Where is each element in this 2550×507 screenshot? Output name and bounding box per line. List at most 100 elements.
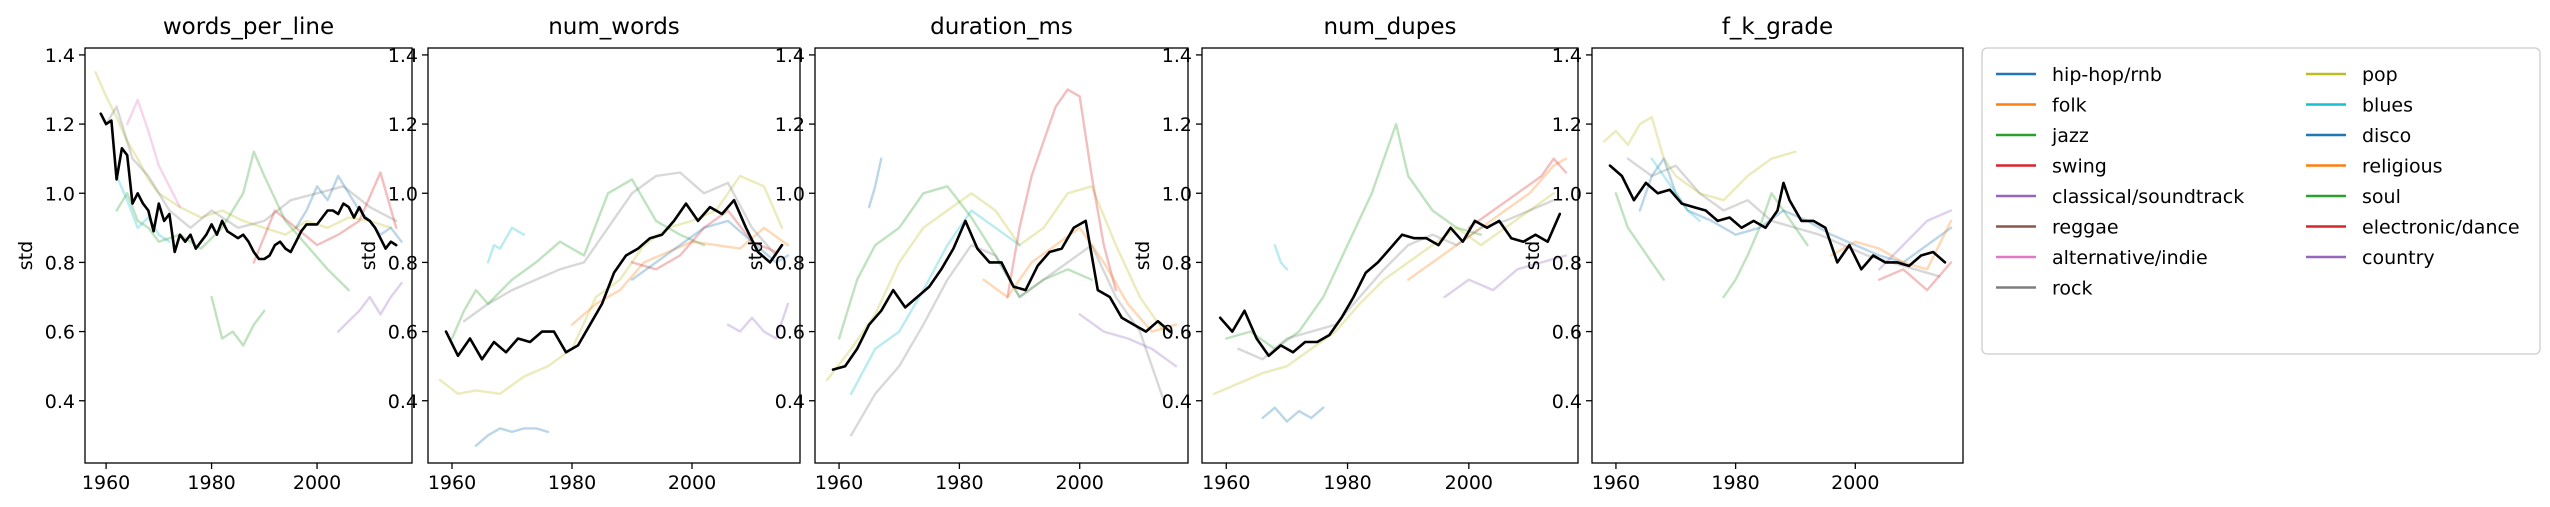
x-tick-label: 1980: [1323, 472, 1371, 494]
series-line: [825, 185, 1166, 382]
y-tick-label: 1.2: [1552, 114, 1582, 136]
y-axis-label: std: [358, 241, 380, 270]
series-line: [104, 105, 398, 229]
legend-box: [1981, 47, 2541, 355]
legend-item: hip-hop/rnb: [1996, 64, 2162, 86]
x-tick-label: 1960: [82, 472, 130, 494]
legend-label: reggae: [2052, 217, 2119, 239]
series-line: [837, 185, 1093, 340]
series-line: [1407, 157, 1568, 281]
legend-item: swing: [1996, 156, 2107, 178]
y-tick-label: 0.4: [1162, 391, 1192, 413]
series-line: [1830, 219, 1953, 271]
series-line: [126, 98, 182, 209]
legend-label: alternative/indie: [2052, 247, 2208, 269]
series-line: [867, 157, 883, 209]
chart-title: duration_ms: [930, 14, 1073, 40]
y-tick-label: 1.0: [388, 183, 418, 205]
y-tick-label: 0.8: [388, 252, 418, 274]
series-line: [1608, 164, 1947, 271]
y-tick-label: 0.4: [388, 391, 418, 413]
legend-label: swing: [2052, 156, 2107, 178]
legend-item: soul: [2306, 186, 2401, 208]
legend-label: classical/soundtrack: [2052, 186, 2244, 208]
y-tick-label: 0.4: [45, 391, 75, 413]
y-tick-label: 1.2: [1162, 114, 1192, 136]
x-tick-label: 2000: [1831, 472, 1879, 494]
legend-item: electronic/dance: [2306, 217, 2520, 239]
y-tick-label: 0.6: [1552, 322, 1582, 344]
series-line: [444, 198, 784, 361]
x-tick-label: 1960: [1592, 472, 1640, 494]
chart-panel-5: 1960 1980 2000 0.4 0.6 0.8 1.0 1.2 1.4 f_k_grades…: [1522, 14, 1964, 494]
x-tick-label: 1980: [187, 472, 235, 494]
y-tick-label: 1.0: [1162, 183, 1192, 205]
series-line: [831, 219, 1172, 371]
series-line: [252, 171, 398, 264]
x-tick-label: 2000: [1445, 472, 1493, 494]
legend-item: alternative/indie: [1996, 247, 2208, 269]
y-tick-label: 1.0: [775, 183, 805, 205]
series-line: [486, 226, 526, 264]
axes-frame: [427, 47, 801, 464]
series-line: [1006, 88, 1117, 299]
axes-frame: [84, 47, 413, 464]
series-line: [1878, 209, 1953, 271]
x-tick-label: 2000: [1056, 472, 1104, 494]
y-tick-label: 0.6: [45, 322, 75, 344]
y-tick-label: 1.2: [775, 114, 805, 136]
legend-item: reggae: [1996, 217, 2119, 239]
axes-frame: [1591, 47, 1964, 464]
x-tick-label: 2000: [293, 472, 341, 494]
y-tick-label: 0.8: [1162, 252, 1192, 274]
y-tick-label: 0.4: [1552, 391, 1582, 413]
axes-frame: [814, 47, 1189, 464]
legend-label: disco: [2362, 125, 2411, 147]
legend: hip-hop/rnb folk jazz swing classical/soundt…: [1981, 47, 2541, 355]
y-tick-label: 0.8: [1552, 252, 1582, 274]
legend-label: folk: [2052, 95, 2087, 117]
legend-label: electronic/dance: [2362, 217, 2520, 239]
legend-item: blues: [2306, 95, 2413, 117]
series-group: [1212, 122, 1568, 423]
series-line: [294, 174, 403, 243]
y-tick-label: 1.4: [1162, 45, 1192, 67]
series-line: [1261, 406, 1325, 423]
y-axis-label: std: [1132, 241, 1154, 270]
x-tick-label: 1960: [1202, 472, 1250, 494]
legend-label: hip-hop/rnb: [2052, 64, 2162, 86]
series-line: [1078, 313, 1178, 368]
y-tick-label: 0.4: [775, 391, 805, 413]
legend-item: jazz: [1996, 125, 2089, 147]
series-group: [1602, 116, 1953, 299]
series-line: [210, 295, 266, 347]
y-tick-label: 0.6: [775, 322, 805, 344]
series-line: [1443, 254, 1568, 299]
chart-panel-1: 1960 1980 2000 0.4 0.6 0.8 1.0 1.2 1.4 words_per_…: [15, 14, 413, 494]
y-tick-label: 1.4: [1552, 45, 1582, 67]
legend-item: religious: [2306, 156, 2443, 178]
series-line: [1614, 192, 1665, 281]
legend-label: pop: [2362, 64, 2398, 86]
series-line: [1212, 192, 1555, 395]
y-axis-label: std: [15, 241, 37, 270]
chart-title: f_k_grade: [1722, 14, 1833, 40]
x-tick-label: 1980: [1711, 472, 1759, 494]
x-tick-label: 2000: [668, 472, 716, 494]
series-line: [462, 171, 778, 323]
series-line: [726, 302, 790, 340]
series-line: [1650, 157, 1701, 223]
series-line: [115, 174, 171, 243]
legend-label: religious: [2362, 156, 2443, 178]
y-tick-label: 1.2: [45, 114, 75, 136]
legend-item: classical/soundtrack: [1996, 186, 2244, 208]
series-line: [1602, 116, 1797, 202]
x-tick-label: 1980: [548, 472, 596, 494]
x-tick-label: 1980: [935, 472, 983, 494]
series-line: [1218, 212, 1562, 358]
legend-label: country: [2362, 247, 2435, 269]
series-line: [94, 71, 393, 236]
series-line: [849, 209, 1021, 395]
legend-item: country: [2306, 247, 2435, 269]
legend-item: disco: [2306, 125, 2411, 147]
